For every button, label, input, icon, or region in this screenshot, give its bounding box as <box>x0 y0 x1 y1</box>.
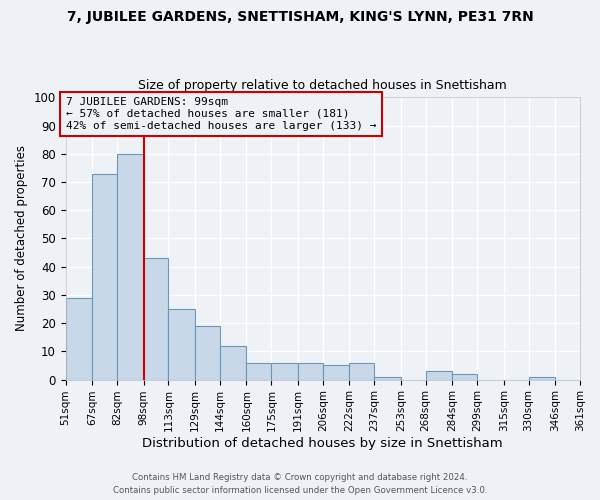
Text: Contains HM Land Registry data © Crown copyright and database right 2024.
Contai: Contains HM Land Registry data © Crown c… <box>113 473 487 495</box>
Bar <box>323 366 349 380</box>
Text: 7 JUBILEE GARDENS: 99sqm
← 57% of detached houses are smaller (181)
42% of semi-: 7 JUBILEE GARDENS: 99sqm ← 57% of detach… <box>65 98 376 130</box>
Bar <box>92 174 117 380</box>
Bar <box>143 258 169 380</box>
Bar <box>349 362 374 380</box>
Bar <box>529 377 555 380</box>
Bar <box>247 362 271 380</box>
Bar <box>117 154 143 380</box>
Bar <box>220 346 247 380</box>
Bar <box>374 377 401 380</box>
Bar <box>195 326 220 380</box>
Title: Size of property relative to detached houses in Snettisham: Size of property relative to detached ho… <box>139 79 507 92</box>
Y-axis label: Number of detached properties: Number of detached properties <box>15 146 28 332</box>
Text: 7, JUBILEE GARDENS, SNETTISHAM, KING'S LYNN, PE31 7RN: 7, JUBILEE GARDENS, SNETTISHAM, KING'S L… <box>67 10 533 24</box>
Bar <box>298 362 323 380</box>
Bar <box>65 298 92 380</box>
Bar <box>452 374 477 380</box>
X-axis label: Distribution of detached houses by size in Snettisham: Distribution of detached houses by size … <box>142 437 503 450</box>
Bar <box>169 309 195 380</box>
Bar <box>271 362 298 380</box>
Bar <box>425 371 452 380</box>
